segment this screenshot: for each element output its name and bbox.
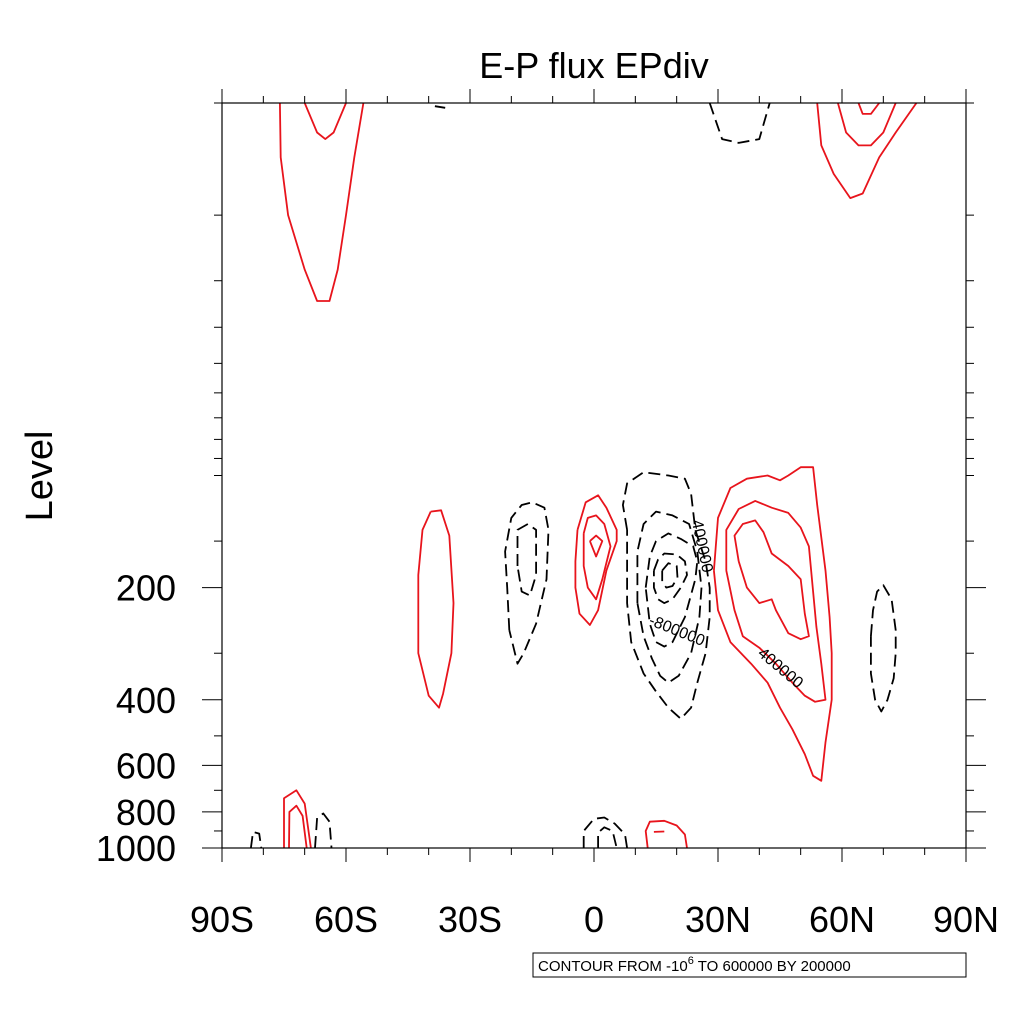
positive-contour-5 [589,534,604,558]
negative-contour-22 [661,562,679,589]
contour-label-0: 400000 [688,518,716,574]
positive-contour-14 [644,819,688,849]
x-tick-label: 60N [809,899,875,940]
x-tick-label: 60S [314,899,378,940]
positive-contour-2 [417,509,455,709]
negative-contour-23 [870,584,897,713]
negative-contour-18 [622,471,711,720]
positive-contour-10 [837,102,897,147]
y-axis-label: Level [19,431,61,522]
contour-label-1: -800000 [646,612,707,650]
y-tick-label: 1000 [96,828,176,869]
x-tick-label: 90S [190,899,254,940]
positive-contour-11 [857,102,880,115]
positive-contour-4 [582,514,612,601]
y-tick-label: 200 [116,568,176,609]
x-tick-label: 30S [438,899,502,940]
contour-info-border [532,952,967,978]
contour-lines [250,102,918,849]
positive-contour-9 [816,102,918,200]
contour-info-label: CONTOUR FROM -106 TO 600000 BY 200000 [538,955,851,975]
negative-contour-21 [653,552,688,604]
contour-info-box: CONTOUR FROM -106 TO 600000 BY 200000 [532,952,967,978]
x-tick-label: 90N [933,899,999,940]
positive-contour-6 [713,466,833,782]
x-tick-label: 0 [584,899,604,940]
negative-contour-25 [708,102,771,144]
negative-contour-24 [434,105,446,109]
positive-contour-8 [733,519,810,641]
positive-contour-7 [725,499,827,703]
plot-frame [221,102,967,849]
positive-contour-13 [288,804,308,849]
negative-contour-26 [250,831,263,849]
negative-contour-27 [314,812,333,849]
positive-contour-3 [574,494,618,626]
y-tick-label: 600 [116,745,176,786]
chart-title: E-P flux EPdiv [479,45,708,86]
negative-contour-17 [516,523,537,597]
x-tick-label: 30N [685,899,751,940]
contour-label-2: 400000 [754,645,806,692]
negative-contour-16 [504,501,550,665]
y-tick-label: 800 [116,792,176,833]
negative-contour-29 [597,826,618,849]
positive-contour-12 [283,789,312,849]
negative-contour-20 [644,532,699,648]
positive-contour-0 [279,102,365,302]
y-tick-label: 400 [116,680,176,721]
negative-contour-28 [582,816,628,849]
positive-contour-1 [303,102,347,141]
